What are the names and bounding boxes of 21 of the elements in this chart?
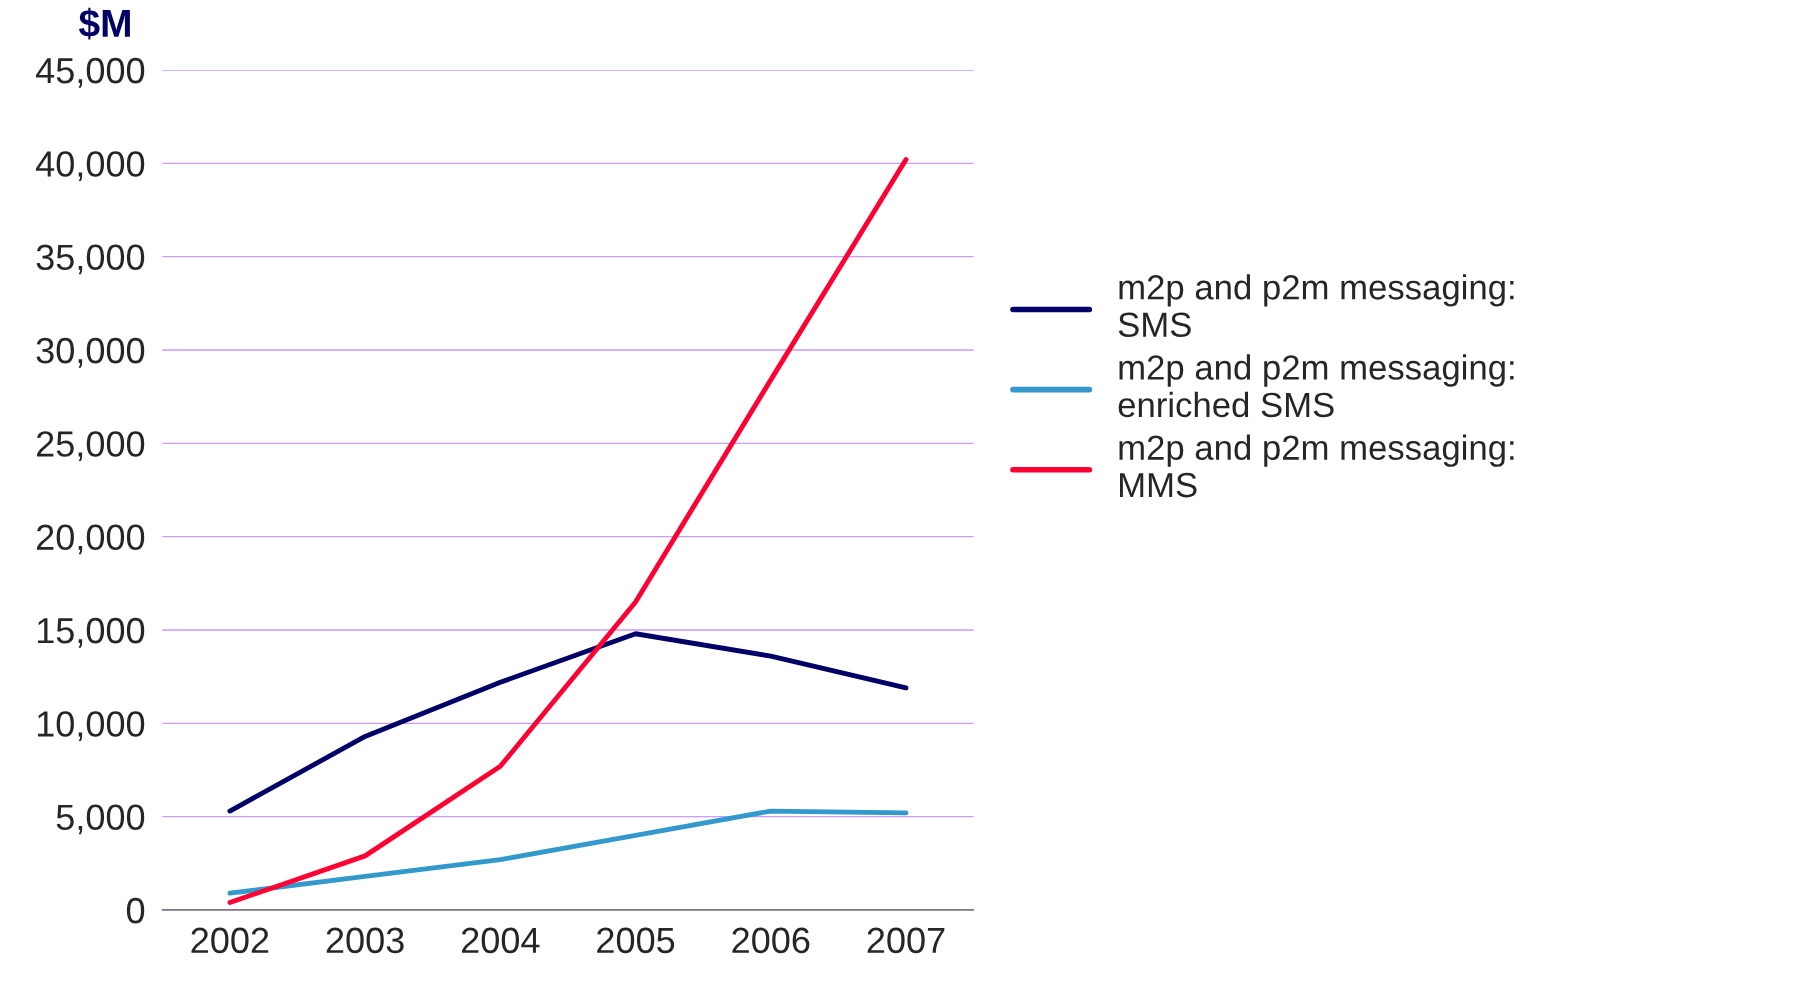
y-tick-label: 40,000	[35, 151, 145, 182]
x-tick-label: 2002	[191, 927, 269, 954]
x-tick-label: 2006	[732, 927, 810, 954]
x-tick-label: 2007	[867, 927, 945, 954]
x-tick-label: 2003	[326, 927, 404, 954]
legend-label: m2p and p2m messaging: MMS	[1119, 434, 1514, 498]
x-tick-label: 2005	[597, 927, 675, 954]
y-tick-label: 30,000	[36, 337, 145, 368]
line-series	[227, 808, 909, 896]
y-tick-label: 25,000	[36, 431, 145, 462]
y-tick-label: 5,000	[56, 804, 145, 835]
y-tick-label: 0	[126, 897, 145, 924]
y-tick-label: 15,000	[37, 617, 145, 648]
y-tick-label: 10,000	[37, 711, 145, 742]
y-axis-title: $M	[78, 7, 130, 40]
x-tick-label: 2004	[461, 927, 540, 954]
line-series	[227, 157, 909, 905]
y-tick-label: 35,000	[36, 244, 145, 275]
y-tick-label: 20,000	[36, 524, 145, 555]
y-tick-label: 45,000	[35, 57, 145, 88]
line-series	[227, 631, 909, 814]
